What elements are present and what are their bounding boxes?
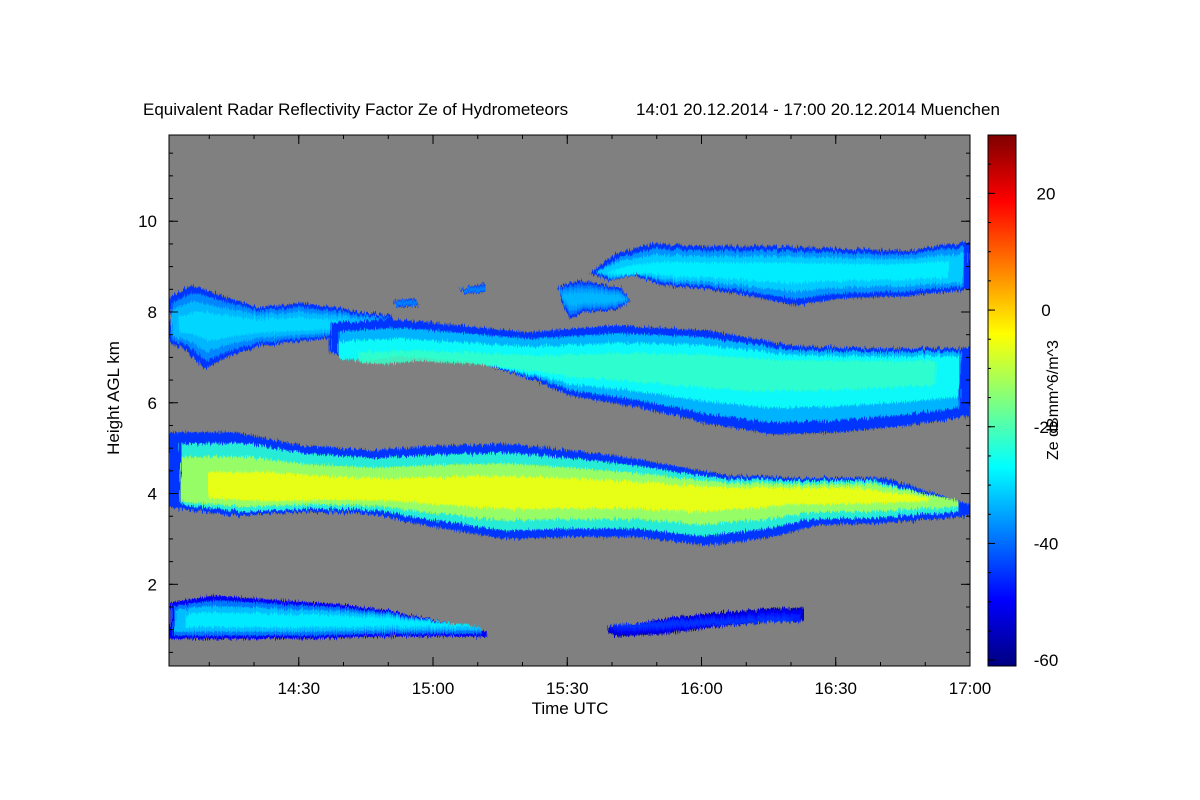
layer-high-cirrus-upper [589,241,970,306]
y-tick-label: 10 [138,212,157,231]
x-tick-label: 15:00 [412,679,455,698]
y-tick-label: 4 [148,485,157,504]
colorbar-tick-label: 20 [1037,184,1056,203]
chart-title: Equivalent Radar Reflectivity Factor Ze … [143,100,568,119]
layer-core-max [208,471,930,512]
colorbar-tick-label: 0 [1041,301,1050,320]
x-tick-label: 16:30 [814,679,857,698]
layer-high-cloud-left [169,284,393,369]
layer-small-patch-2 [459,282,487,294]
layer-small-patch-1 [392,298,420,308]
x-tick-label: 17:00 [949,679,992,698]
layer-middle-sloping-cloud [330,318,970,435]
colorbar-ticks: 20 0 -20 -40 -60 [988,134,1059,670]
y-tick-label: 2 [148,575,157,594]
layer-core-max [461,286,486,291]
colorbar-label: Ze dBmm^6/m^3 [1045,340,1062,460]
layer-high-cirrus-patch [558,280,630,319]
layer-core-max [606,261,949,284]
layer-core-max [561,292,627,306]
plot-frame [168,134,971,667]
x-tick-label: 16:00 [680,679,723,698]
x-tick-label: 15:30 [546,679,589,698]
colorbar [987,134,1017,667]
colorbar-tick-label: -20 [1034,418,1059,437]
layer-core-max [184,612,471,628]
layer-core-max [615,617,793,628]
colorbar-tick-label: -60 [1034,651,1059,670]
y-axis-ticks: 2 4 6 8 10 [138,152,970,653]
layer-core-max [359,350,936,392]
chart-subtitle: 14:01 20.12.2014 - 17:00 20.12.2014 Muen… [636,100,1000,119]
x-axis-label: Time UTC [532,699,609,718]
layer-low-scattered-echoes [607,607,805,637]
x-tick-label: 14:30 [277,679,320,698]
y-axis-label: Height AGL km [104,341,123,455]
layer-core-max [394,301,419,305]
layer-low-layer [169,595,487,639]
layer-middle-layer-4km [169,432,970,546]
reflectivity-layers [169,241,970,639]
y-tick-label: 8 [148,303,157,322]
layer-core-max [178,311,380,341]
x-axis-ticks: 14:30 15:00 15:30 16:00 16:30 17:00 [208,135,992,698]
y-tick-label: 6 [148,394,157,413]
colorbar-tick-label: -40 [1034,534,1059,553]
